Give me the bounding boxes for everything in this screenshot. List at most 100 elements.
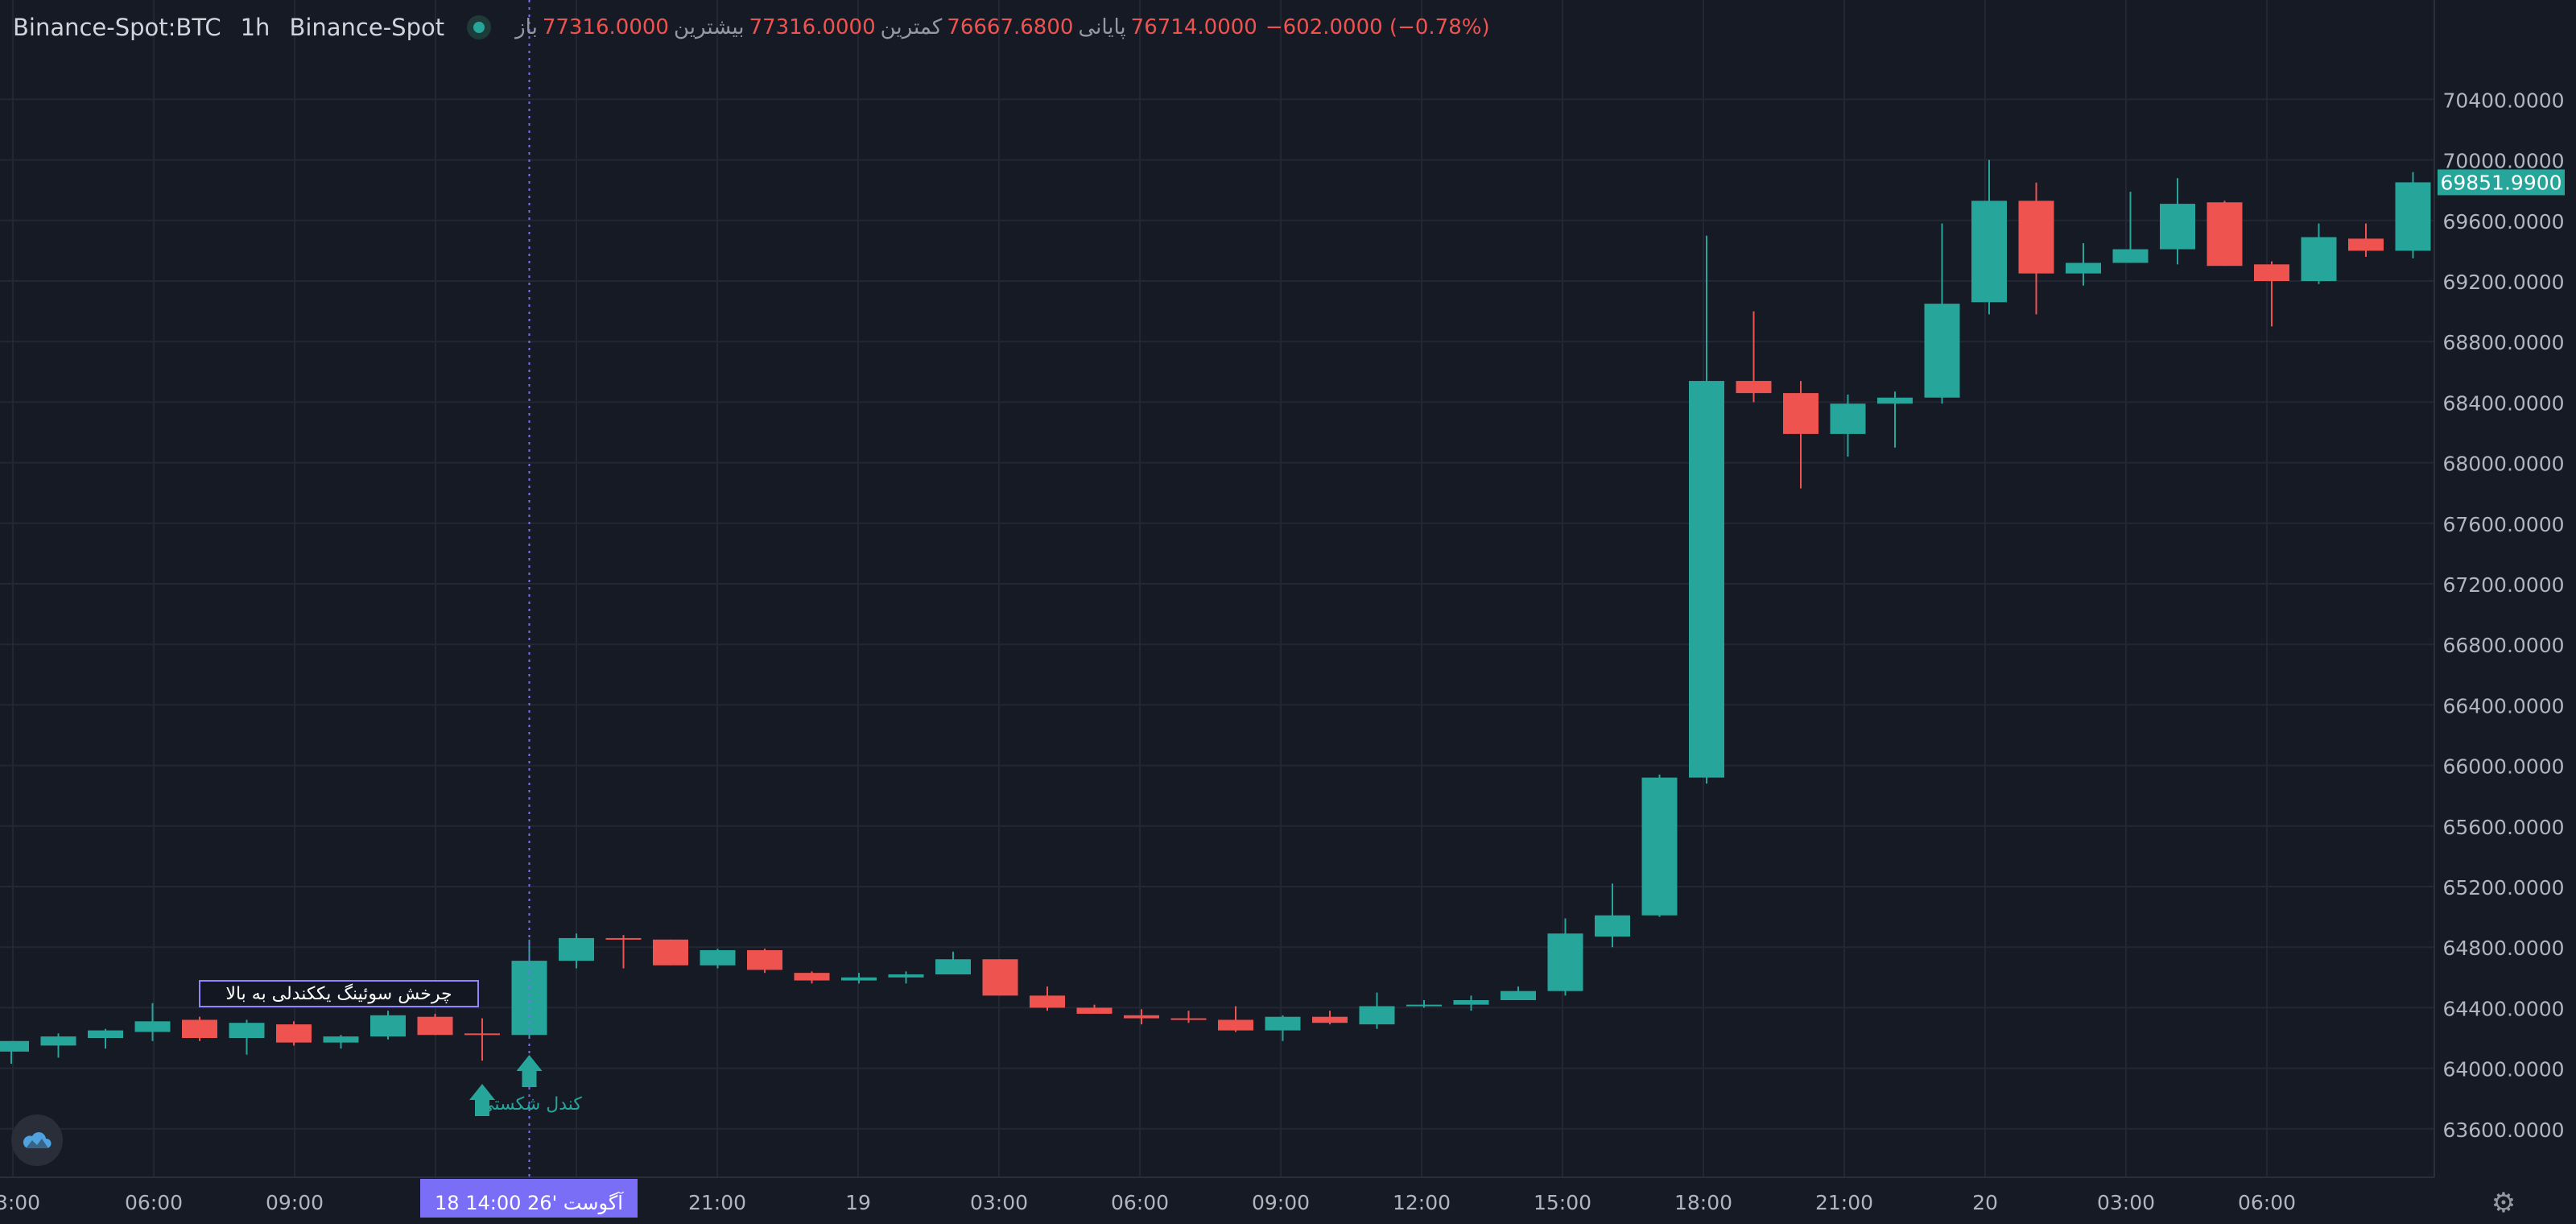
candle-body <box>747 949 782 970</box>
candle-body <box>1595 915 1630 937</box>
interval-label[interactable]: 1h <box>240 14 270 41</box>
candle-body <box>982 959 1018 996</box>
candle-body <box>1971 201 2007 303</box>
time-tick-label: 21:00 <box>1815 1191 1873 1214</box>
time-tick-label: 19 <box>845 1191 871 1214</box>
candle-body <box>700 949 736 966</box>
candle-body <box>1218 1019 1253 1031</box>
time-tick-label: 03:00 <box>2097 1191 2155 1214</box>
candle-body <box>1359 1006 1395 1025</box>
price-tick-label: 70400.0000 <box>2442 89 2564 112</box>
arrow-up-head <box>469 1084 495 1100</box>
low-label: کمترین <box>880 15 943 39</box>
candle-body <box>1689 381 1724 778</box>
high-label: بیشترین <box>673 15 745 39</box>
change-value: −602.0000 (−0.78%) <box>1265 15 1490 39</box>
candle-body <box>1030 995 1065 1008</box>
candle-body <box>605 937 642 940</box>
candle-body <box>276 1024 312 1043</box>
time-tick-label: 21:00 <box>688 1191 746 1214</box>
candle-body <box>2301 237 2337 281</box>
candle-body <box>1877 397 1913 404</box>
crosshair-label-text: 18 آگوست '26 14:00 <box>435 1191 624 1214</box>
candle-body <box>1453 1000 1489 1005</box>
candle-label-text: کندل شکستی <box>480 1094 582 1114</box>
candle-body <box>182 1019 217 1038</box>
price-tick-label: 65600.0000 <box>2442 816 2564 839</box>
candle-body <box>1641 777 1678 916</box>
cloud-logo-icon[interactable] <box>11 1114 63 1166</box>
candle-body <box>1924 304 1960 398</box>
price-tick-label: 67200.0000 <box>2442 573 2564 597</box>
candle-body <box>88 1030 123 1038</box>
arrow-up-shaft <box>522 1071 537 1087</box>
arrow-up-icon <box>469 1084 495 1116</box>
candle-body <box>1783 393 1818 434</box>
price-tick-label: 66400.0000 <box>2442 694 2564 717</box>
candle-body <box>2112 249 2149 263</box>
candle-body <box>2254 264 2289 281</box>
candle-body <box>464 1033 500 1036</box>
candle-body <box>2395 182 2431 251</box>
price-tick-label: 69200.0000 <box>2442 271 2564 294</box>
candle-body <box>2348 238 2384 251</box>
candle-body <box>229 1023 265 1038</box>
candle-body <box>1501 990 1536 1000</box>
candle-body <box>417 1016 453 1036</box>
time-tick-label: 06:00 <box>2238 1191 2296 1214</box>
swing-label-box <box>199 980 479 1007</box>
time-tick-label: 03:00 <box>970 1191 1028 1214</box>
candle-body <box>841 977 877 981</box>
time-tick-label: 06:00 <box>125 1191 183 1214</box>
crosshair-label-background <box>420 1179 638 1218</box>
markers: چرخش سوئینگ یککندلی به بالا کندل شکستی <box>199 980 582 1116</box>
chart-header: Binance-Spot:BTC 1h Binance-Spot باز 773… <box>13 10 1490 45</box>
candle-body <box>2018 201 2054 274</box>
open-value: 77316.0000 <box>542 15 669 39</box>
time-tick-label: 09:00 <box>266 1191 324 1214</box>
price-tick-label: 64800.0000 <box>2442 937 2564 960</box>
time-tick-label: 12:00 <box>1393 1191 1451 1214</box>
candle-body <box>1406 1004 1442 1007</box>
candle-body <box>134 1021 171 1032</box>
candle-body <box>2160 204 2195 250</box>
candle-body <box>323 1036 359 1043</box>
close-value: 76714.0000 <box>1130 15 1257 39</box>
candle-body <box>653 939 688 966</box>
candle-body <box>2207 202 2243 267</box>
low-value: 76667.6800 <box>947 15 1074 39</box>
candle-body <box>794 973 830 981</box>
price-tick-label: 64000.0000 <box>2442 1058 2564 1081</box>
candles <box>0 159 2431 1064</box>
candle-body <box>1170 1018 1207 1020</box>
crosshair-time-label: 18 آگوست '26 14:00 <box>420 1179 638 1218</box>
candle-body <box>40 1036 76 1046</box>
symbol-name[interactable]: Binance-Spot:BTC <box>13 14 221 41</box>
gear-icon[interactable]: ⚙ <box>2491 1187 2516 1219</box>
candle-body <box>2066 263 2101 274</box>
price-axis-panel[interactable] <box>2434 0 2576 1177</box>
last-price-label: 69851.9900 <box>2440 171 2562 194</box>
price-axis: 70400.0000 70000.0000 69600.0000 69200.0000… <box>2442 89 2564 1141</box>
candle-body <box>1547 933 1583 991</box>
candle-body <box>559 937 594 961</box>
last-price-background <box>2438 169 2565 196</box>
arrow-up-head <box>516 1055 543 1071</box>
status-dot-icon <box>467 15 492 39</box>
candle-body <box>1265 1016 1301 1031</box>
candle-body <box>0 1040 29 1052</box>
candle-body <box>1076 1007 1113 1014</box>
candle-body <box>1830 403 1866 434</box>
open-label: باز <box>515 15 538 39</box>
price-tick-label: 67600.0000 <box>2442 513 2564 536</box>
time-tick-label: 3:00 <box>0 1191 40 1214</box>
price-tick-label: 68400.0000 <box>2442 391 2564 415</box>
candle-body <box>888 974 924 978</box>
exchange-name: Binance-Spot <box>289 14 445 41</box>
last-price-tag: 69851.9900 <box>2438 169 2565 196</box>
high-value: 77316.0000 <box>749 15 876 39</box>
price-tick-label: 68000.0000 <box>2442 453 2564 476</box>
time-tick-label: 20 <box>1972 1191 1998 1214</box>
close-label: پایانی <box>1078 15 1126 39</box>
